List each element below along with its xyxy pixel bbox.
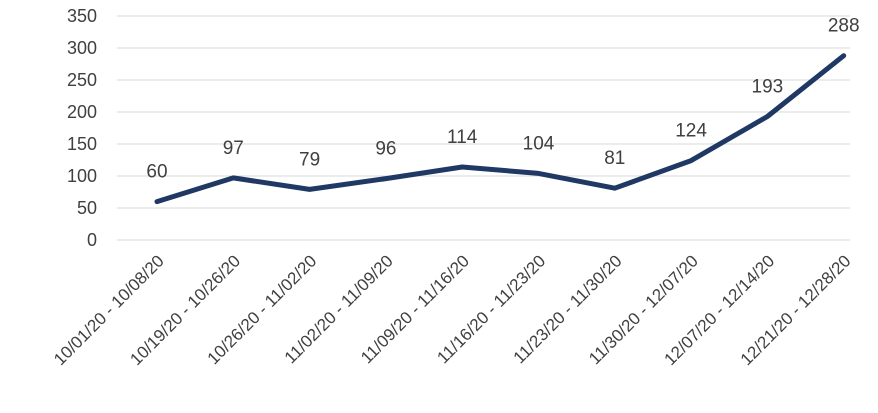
- y-tick-label: 100: [67, 166, 97, 186]
- y-tick-label: 250: [67, 70, 97, 90]
- y-tick-label: 50: [77, 198, 97, 218]
- data-label: 288: [828, 16, 860, 37]
- series-line: [154, 53, 847, 205]
- y-tick-label: 300: [67, 38, 97, 58]
- gridlines: [117, 15, 850, 241]
- y-tick-label: 350: [67, 6, 97, 26]
- data-label: 97: [223, 138, 244, 159]
- y-axis-ticks: 0 50 100 150 200 250 300 350: [67, 6, 97, 250]
- data-label: 79: [299, 149, 320, 170]
- y-tick-label: 200: [67, 102, 97, 122]
- data-label: 96: [375, 139, 396, 160]
- data-label: 124: [675, 121, 707, 142]
- data-labels: 60 97 79 96 114 104 81 124 193 288: [146, 16, 859, 183]
- data-label: 60: [146, 162, 167, 183]
- y-tick-label: 0: [87, 230, 97, 250]
- data-label: 81: [604, 148, 625, 169]
- data-label: 104: [523, 133, 555, 154]
- data-label: 193: [752, 76, 784, 97]
- data-label: 114: [447, 127, 478, 148]
- y-tick-label: 150: [67, 134, 97, 154]
- series-line-path: [154, 53, 847, 205]
